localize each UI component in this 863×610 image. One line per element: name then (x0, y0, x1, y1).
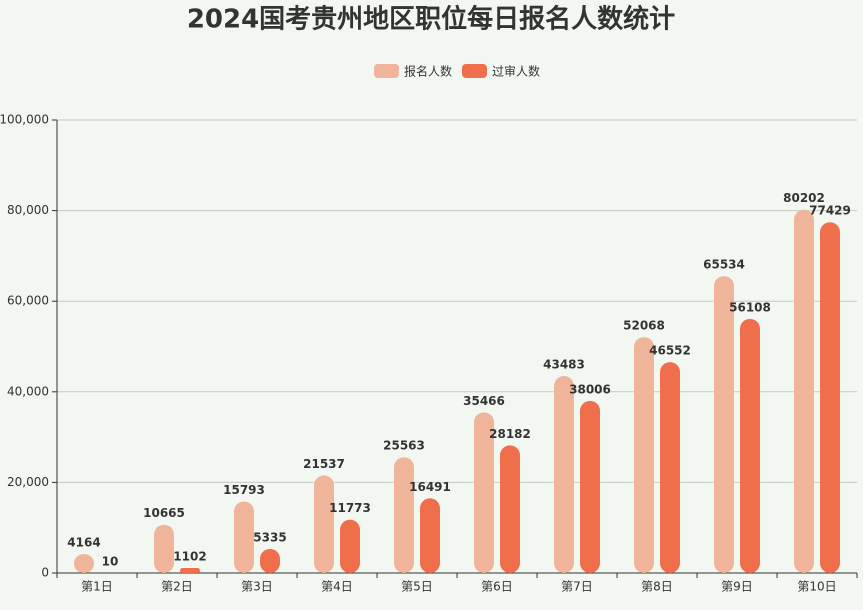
value-label: 38006 (569, 382, 611, 396)
bar (474, 412, 494, 573)
value-label: 10665 (143, 506, 185, 520)
value-label: 4164 (67, 536, 100, 550)
y-tick-label: 100,000 (0, 113, 49, 127)
bar (794, 209, 814, 573)
bar (260, 548, 280, 573)
y-tick-label: 80,000 (7, 203, 49, 217)
value-label: 21537 (303, 457, 345, 471)
y-tick-label: 20,000 (7, 475, 49, 489)
value-label: 11773 (329, 501, 371, 515)
value-label: 16491 (409, 480, 451, 494)
x-tick-label: 第3日 (241, 580, 273, 594)
y-tick-label: 60,000 (7, 294, 49, 308)
x-tick-label: 第9日 (721, 580, 753, 594)
value-label: 35466 (463, 394, 505, 408)
value-label: 52068 (623, 319, 665, 333)
legend-swatch (374, 64, 399, 78)
x-tick-label: 第10日 (797, 580, 836, 594)
bar (820, 222, 840, 573)
bar (394, 457, 414, 573)
x-tick-label: 第1日 (81, 580, 113, 594)
bar (154, 524, 174, 573)
legend-swatch (462, 64, 487, 78)
bar (314, 475, 334, 573)
bar (340, 519, 360, 573)
value-label: 28182 (489, 427, 531, 441)
bar (234, 501, 254, 573)
value-label: 46552 (649, 344, 691, 358)
value-label: 5335 (253, 530, 286, 544)
chart-title: 2024国考贵州地区职位每日报名人数统计 (187, 4, 675, 35)
bar (554, 376, 574, 573)
value-label: 10 (102, 554, 119, 568)
y-tick-label: 0 (41, 566, 49, 580)
bar (660, 362, 680, 573)
x-tick-label: 第5日 (401, 580, 433, 594)
bar (740, 318, 760, 573)
bar (714, 276, 734, 573)
value-label: 65534 (703, 258, 745, 272)
bar (74, 554, 94, 573)
value-label: 77429 (809, 204, 851, 218)
x-tick-label: 第4日 (321, 580, 353, 594)
x-tick-label: 第8日 (641, 580, 673, 594)
x-tick-label: 第6日 (481, 580, 513, 594)
y-tick-label: 40,000 (7, 384, 49, 398)
x-tick-label: 第2日 (161, 580, 193, 594)
value-label: 1102 (173, 550, 206, 564)
x-tick-label: 第7日 (561, 580, 593, 594)
value-label: 15793 (223, 483, 265, 497)
value-label: 25563 (383, 439, 425, 453)
legend-label: 过审人数 (492, 64, 540, 79)
value-label: 43483 (543, 358, 585, 372)
bar (580, 400, 600, 573)
bar (634, 337, 654, 573)
value-label: 80202 (783, 191, 825, 205)
value-label: 56108 (729, 300, 771, 314)
legend-label: 报名人数 (404, 64, 452, 79)
bar (180, 568, 200, 573)
bar (500, 445, 520, 573)
bar (420, 498, 440, 573)
